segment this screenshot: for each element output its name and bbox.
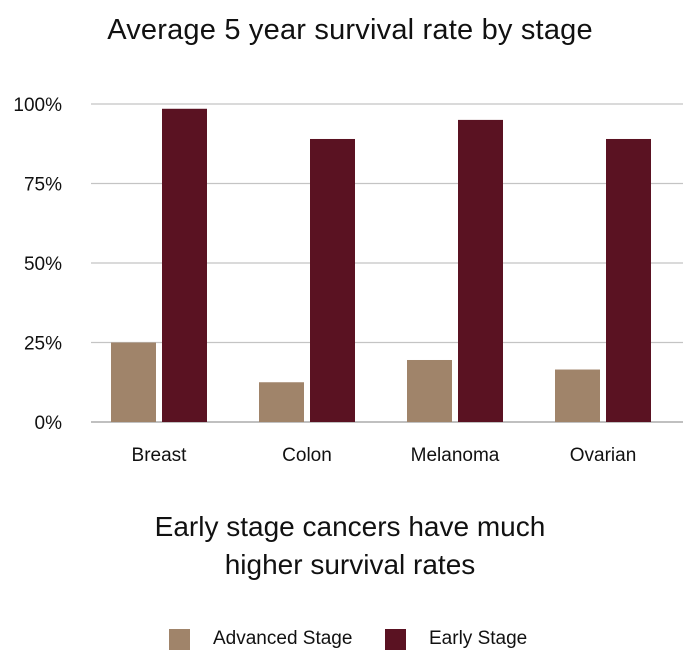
chart-subtitle-line-1: Early stage cancers have much [154, 511, 546, 542]
x-tick-label: Breast [132, 445, 188, 466]
y-tick-label: 75% [24, 175, 62, 196]
y-tick-label: 25% [24, 334, 62, 355]
bar-advanced-stage [259, 382, 304, 422]
chart-title: Average 5 year survival rate by stage [107, 14, 593, 46]
bar-early-stage [458, 119, 503, 423]
y-tick-label: 0% [35, 413, 63, 434]
bar-advanced-stage [555, 369, 600, 422]
y-tick-label: 100% [13, 95, 62, 116]
x-tick-label: Colon [282, 445, 332, 466]
chart-subtitle-line-2: higher survival rates [224, 549, 476, 580]
legend-swatch-early-stage [385, 628, 406, 650]
legend-swatch-advanced-stage [169, 628, 190, 650]
bar-advanced-stage [111, 342, 156, 422]
x-tick-label: Melanoma [411, 445, 500, 466]
legend-item-advanced-stage: Advanced Stage [169, 626, 352, 652]
legend-item-early-stage: Early Stage [385, 626, 527, 652]
legend-label-advanced-stage: Advanced Stage [213, 628, 353, 649]
chart-subtitle: Early stage cancers have much higher sur… [0, 508, 700, 584]
bar-early-stage [310, 138, 355, 423]
x-tick-label: Ovarian [570, 445, 637, 466]
bar-early-stage [606, 138, 651, 423]
bar-advanced-stage [407, 359, 452, 422]
chart-legend: Advanced Stage Early Stage [0, 626, 700, 652]
legend-label-early-stage: Early Stage [429, 628, 528, 649]
y-tick-label: 50% [24, 254, 62, 275]
bar-early-stage [162, 108, 207, 423]
